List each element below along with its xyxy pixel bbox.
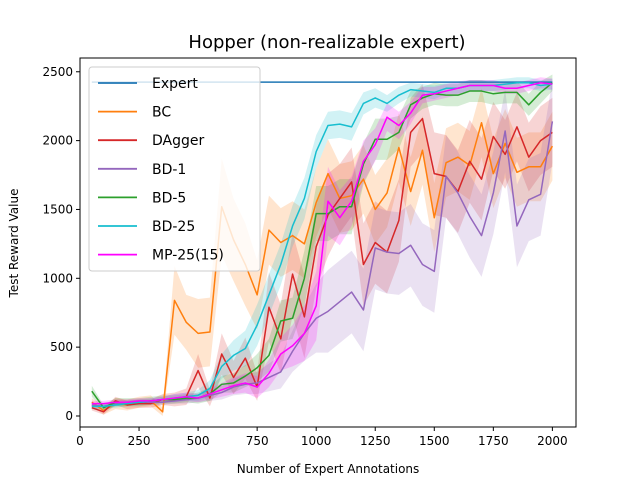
y-axis-ticks: 0 500 1000 1500 2000 2500	[42, 65, 80, 423]
y-tick-label: 1000	[42, 271, 73, 285]
y-tick-label: 2500	[42, 65, 73, 79]
chart-title: Hopper (non-realizable expert)	[188, 32, 465, 53]
x-tick-label: 2000	[537, 434, 568, 448]
legend-box	[88, 66, 261, 272]
x-tick-label: 1750	[478, 434, 509, 448]
line-mp-25-15	[91, 82, 553, 405]
plot-frame	[79, 57, 577, 428]
y-axis-label: Test Reward Value	[7, 189, 21, 299]
legend-label-bd-5: BD-5	[152, 190, 186, 206]
band-mp-25-15	[91, 77, 553, 407]
legend-label-bc: BC	[152, 105, 171, 121]
series-lines	[91, 81, 554, 413]
legend-label-expert: Expert	[152, 76, 198, 92]
line-bd-1	[91, 121, 554, 408]
band-bc	[91, 88, 553, 416]
x-tick-label: 1250	[360, 434, 391, 448]
y-tick-label: 1500	[42, 202, 73, 216]
x-tick-label: 750	[246, 434, 269, 448]
legend: Expert BC DAgger BD-1 BD-5 BD-25 MP-25(15)	[88, 66, 261, 272]
x-tick-label: 1000	[301, 434, 332, 448]
line-bc	[91, 121, 554, 413]
x-tick-label: 0	[76, 434, 84, 448]
legend-label-bd-1: BD-1	[152, 162, 186, 178]
band-bd-1	[91, 80, 553, 410]
legend-label-mp-25-15: MP-25(15)	[152, 248, 224, 264]
x-tick-label: 1500	[419, 434, 450, 448]
legend-label-bd-25: BD-25	[152, 219, 195, 235]
x-tick-label: 250	[128, 434, 151, 448]
band-bd-25	[91, 77, 553, 410]
x-tick-label: 500	[187, 434, 210, 448]
y-tick-label: 0	[65, 409, 73, 423]
x-axis-label: Number of Expert Annotations	[237, 462, 420, 476]
y-tick-label: 500	[50, 340, 73, 354]
y-tick-label: 2000	[42, 134, 73, 148]
legend-label-dagger: DAgger	[152, 133, 204, 149]
x-axis-ticks: 0 250 500 750 1000 1250 1500 1750 2000	[76, 427, 568, 448]
